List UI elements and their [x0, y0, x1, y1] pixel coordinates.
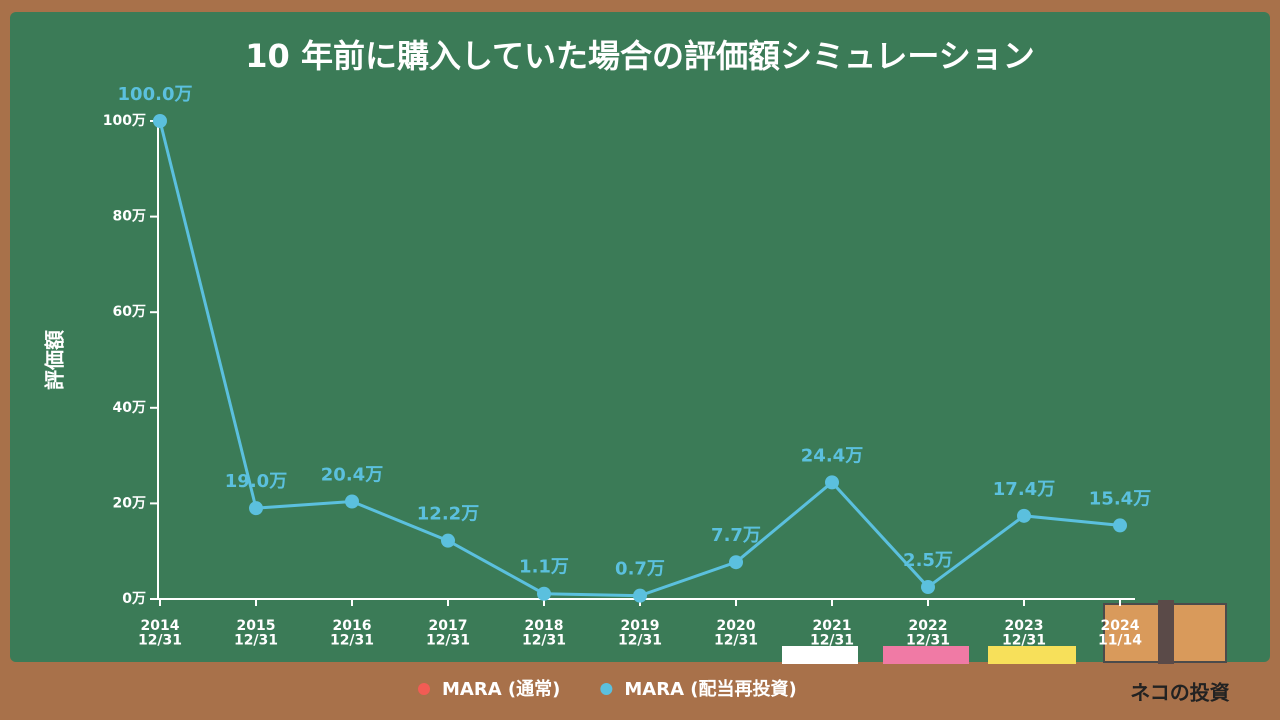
y-tick-label: 80万	[113, 209, 146, 225]
chalk-eraser	[988, 646, 1076, 664]
data-label: 2.5万	[903, 550, 953, 571]
data-label: 20.4万	[321, 464, 383, 485]
legend: MARA (通常) MARA (配当再投資)	[418, 678, 797, 700]
y-tick-label: 0万	[122, 591, 146, 607]
data-point	[441, 533, 455, 548]
y-axis-label: 評価額	[43, 330, 67, 390]
data-label: 15.4万	[1089, 488, 1151, 509]
chalk-eraser	[782, 646, 858, 664]
data-label: 7.7万	[711, 525, 761, 546]
data-point	[825, 475, 839, 490]
x-tick-label: 2023 12/31	[1002, 618, 1046, 649]
chart-title: 10 年前に購入していた場合の評価額シミュレーション	[245, 37, 1034, 75]
data-label: 19.0万	[225, 471, 287, 492]
data-point	[729, 555, 743, 570]
x-tick-label: 2022 12/31	[906, 618, 950, 649]
y-tick-label: 60万	[113, 304, 146, 320]
data-point	[249, 501, 263, 516]
brand: ネコの投資	[1130, 681, 1230, 705]
x-tick-label: 2018 12/31	[522, 618, 566, 649]
data-point	[921, 580, 935, 595]
x-tick-label: 2014 12/31	[138, 618, 182, 649]
data-point	[1017, 508, 1031, 523]
book-band	[1158, 600, 1174, 664]
legend-label: MARA (通常)	[442, 678, 560, 700]
data-point	[345, 494, 359, 509]
data-label: 12.2万	[417, 504, 479, 525]
legend-label: MARA (配当再投資)	[624, 678, 796, 700]
legend-marker	[418, 683, 430, 695]
data-label: 100.0万	[118, 84, 193, 105]
data-label: 17.4万	[993, 479, 1055, 500]
y-tick-label: 100万	[103, 113, 146, 129]
x-tick-label: 2019 12/31	[618, 618, 662, 649]
data-point	[537, 586, 551, 601]
chalk-eraser	[883, 646, 969, 664]
data-point	[1113, 518, 1127, 533]
data-label: 24.4万	[801, 445, 863, 466]
y-tick-label: 40万	[113, 400, 146, 416]
x-tick-label: 2020 12/31	[714, 618, 758, 649]
data-label: 0.7万	[615, 559, 665, 580]
x-tick-label: 2015 12/31	[234, 618, 278, 649]
x-tick-label: 2017 12/31	[426, 618, 470, 649]
x-tick-label: 2016 12/31	[330, 618, 374, 649]
x-tick-label: 2021 12/31	[810, 618, 854, 649]
legend-marker	[600, 683, 613, 695]
data-point	[153, 114, 167, 128]
data-point	[633, 588, 647, 603]
y-tick-label: 20万	[113, 495, 146, 511]
x-tick-label: 2024 11/14	[1098, 618, 1142, 649]
board	[10, 12, 1270, 662]
data-label: 1.1万	[519, 557, 569, 578]
